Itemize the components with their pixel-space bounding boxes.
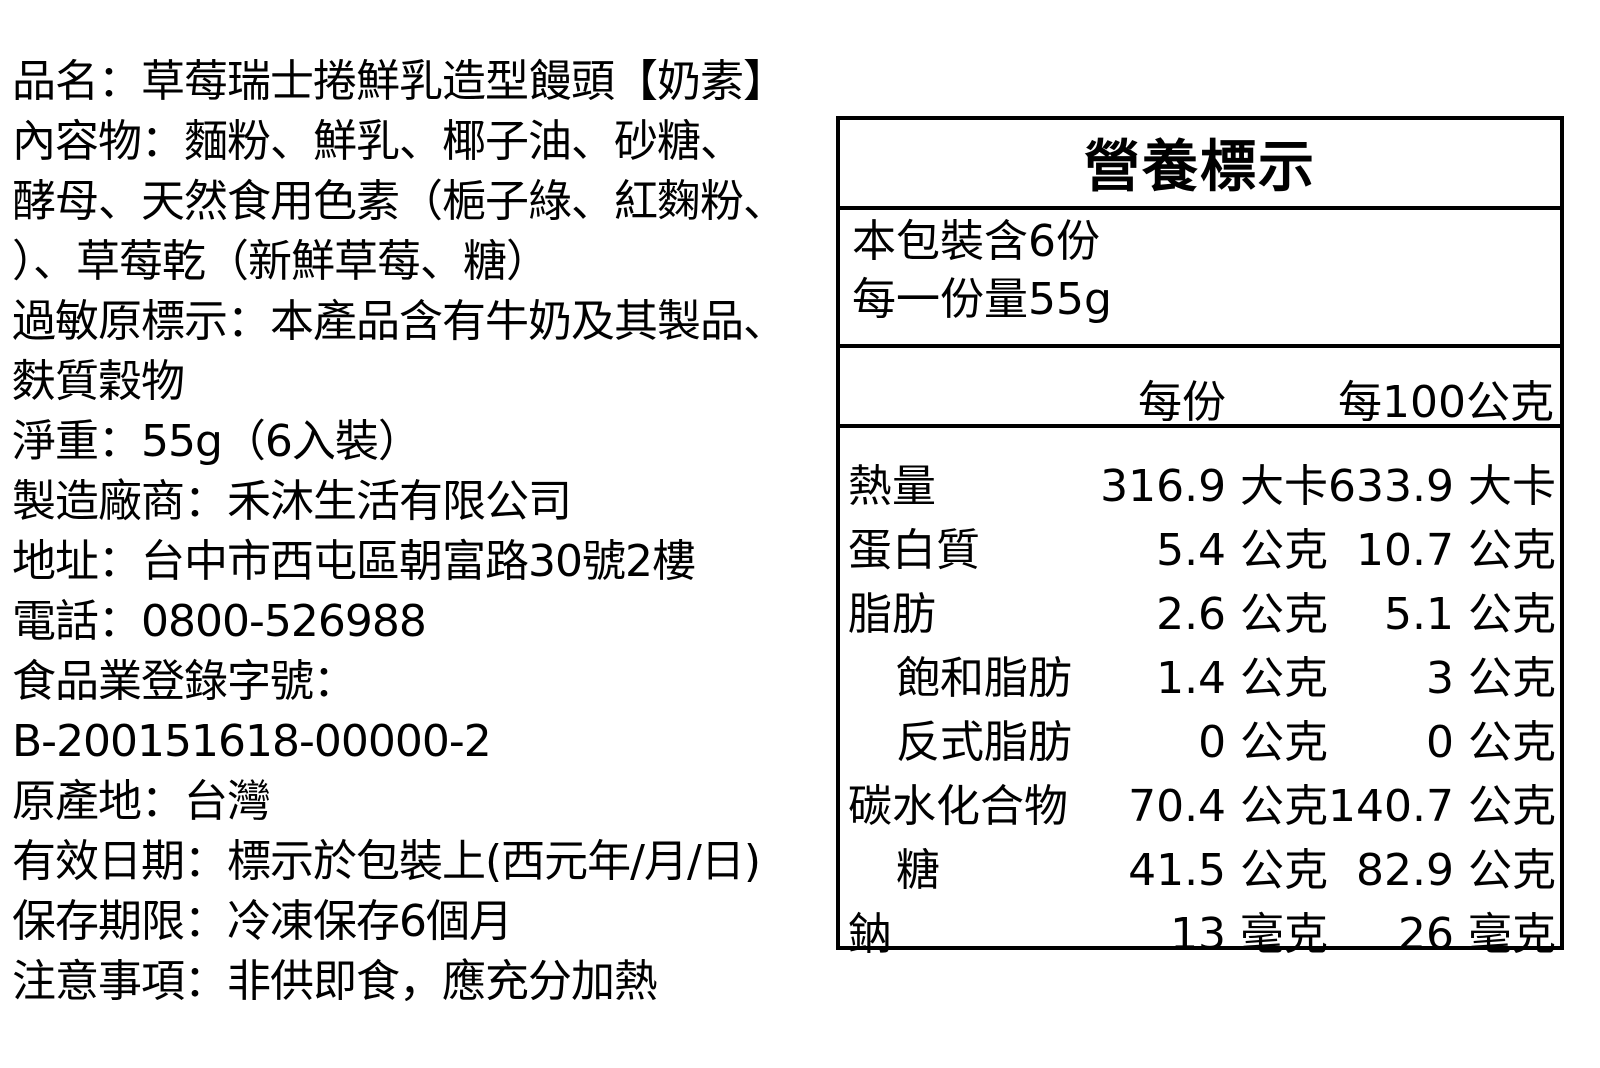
info-line: 製造廠商：禾沐生活有限公司	[12, 476, 572, 527]
nutrient-rows: 熱量 316.9 大卡 633.9 大卡蛋白質 5.4 公克 10.7 公克脂肪 2.6 …	[840, 450, 1560, 962]
nutrient-row: 碳水化合物 70.4 公克 140.7 公克	[840, 770, 1560, 834]
nutrient-row: 飽和脂肪 1.4 公克 3 公克	[840, 642, 1560, 706]
value-per-serving: 13 毫克	[1170, 909, 1329, 960]
nutrition-facts-table: 營養標示 本包裝含6份 每一份量55g 每份 每100公克 熱量 316.9 大卡…	[836, 116, 1564, 960]
value-per-serving: 0 公克	[1198, 717, 1329, 768]
serving-info: 本包裝含6份 每一份量55g	[840, 210, 1560, 348]
nutrient-label: 鈉	[848, 909, 892, 960]
value-per-100g: 5.1 公克	[1384, 589, 1556, 640]
info-line: 原產地：台灣	[12, 776, 271, 827]
info-line: 地址：台中市西屯區朝富路30號2樓	[12, 536, 696, 587]
serving-size: 每一份量55g	[852, 274, 1112, 325]
info-line: 保存期限：冷凍保存6個月	[12, 896, 513, 947]
nutrient-row: 熱量 316.9 大卡 633.9 大卡	[840, 450, 1560, 514]
nutrient-label: 碳水化合物	[848, 781, 1068, 832]
header-per-serving: 每份	[1138, 377, 1226, 428]
value-per-serving: 41.5 公克	[1128, 845, 1329, 896]
nutrient-label: 脂肪	[848, 589, 936, 640]
value-per-serving: 1.4 公克	[1156, 653, 1329, 704]
nutrient-row: 蛋白質 5.4 公克 10.7 公克	[840, 514, 1560, 578]
nutrient-label: 蛋白質	[848, 525, 980, 576]
info-line: 酵母、天然食用色素（梔子綠、紅麴粉、	[12, 176, 787, 227]
value-per-serving: 70.4 公克	[1128, 781, 1329, 832]
info-line: 注意事項：非供即食，應充分加熱	[12, 956, 658, 1007]
nutrient-row: 脂肪 2.6 公克 5.1 公克	[840, 578, 1560, 642]
product-info: 品名：草莓瑞士捲鮮乳造型饅頭【奶素】 內容物：麵粉、鮮乳、椰子油、砂糖、 酵母、天然…	[12, 52, 842, 1012]
nutrient-label: 熱量	[848, 461, 936, 512]
info-line: 內容物：麵粉、鮮乳、椰子油、砂糖、	[12, 116, 744, 167]
value-per-serving: 5.4 公克	[1156, 525, 1329, 576]
value-per-100g: 10.7 公克	[1356, 525, 1556, 576]
info-line: 淨重：55g（6入裝）	[12, 416, 422, 467]
info-line: 有效日期：標示於包裝上(西元年/月/日)	[12, 836, 761, 887]
servings-per-pack: 本包裝含6份	[852, 216, 1100, 267]
info-line: ）、草莓乾（新鮮草莓、糖）	[12, 236, 550, 287]
nutrient-row: 糖 41.5 公克 82.9 公克	[840, 834, 1560, 898]
nutrient-label: 反式脂肪	[896, 717, 1072, 768]
value-per-100g: 82.9 公克	[1356, 845, 1556, 896]
nutrient-row: 鈉 13 毫克 26 毫克	[840, 898, 1560, 962]
header-per-100g: 每100公克	[1338, 377, 1554, 428]
info-line: 電話：0800-526988	[12, 596, 427, 647]
info-line: 麩質穀物	[12, 356, 185, 407]
value-per-100g: 0 公克	[1426, 717, 1556, 768]
nutrition-title: 營養標示	[840, 120, 1560, 210]
nutrient-row: 反式脂肪 0 公克 0 公克	[840, 706, 1560, 770]
nutrient-label: 糖	[896, 845, 940, 896]
value-per-100g: 140.7 公克	[1328, 781, 1556, 832]
info-line: B-200151618-00000-2	[12, 716, 492, 767]
value-per-100g: 26 毫克	[1398, 909, 1556, 960]
column-headers: 每份 每100公克	[840, 348, 1560, 428]
value-per-serving: 2.6 公克	[1156, 589, 1329, 640]
value-per-100g: 3 公克	[1426, 653, 1556, 704]
value-per-serving: 316.9 大卡	[1100, 461, 1329, 512]
info-line: 食品業登錄字號：	[12, 656, 357, 707]
value-per-100g: 633.9 大卡	[1328, 461, 1556, 512]
info-line: 過敏原標示：本產品含有牛奶及其製品、	[12, 296, 787, 347]
info-line: 品名：草莓瑞士捲鮮乳造型饅頭【奶素】	[12, 56, 787, 107]
nutrient-label: 飽和脂肪	[896, 653, 1072, 704]
